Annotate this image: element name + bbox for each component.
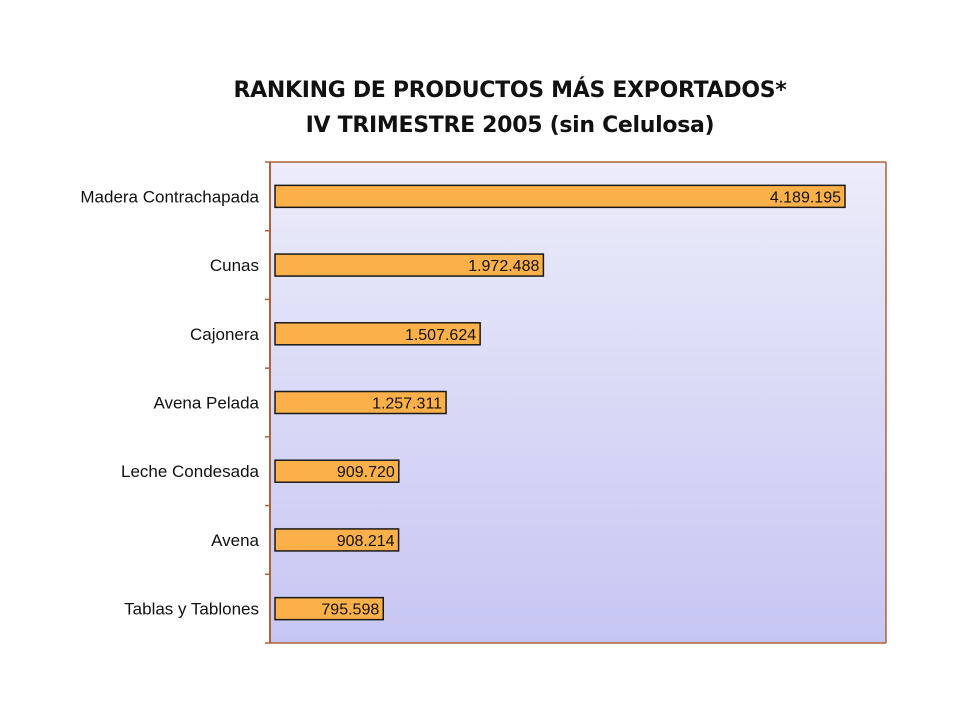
bar-value-label: 1.507.624 [405,327,476,344]
category-label: Tablas y Tablones [124,600,259,619]
category-label: Avena [211,531,259,550]
bar [274,596,385,621]
bar [274,459,400,483]
category-label: Madera Contrachapada [80,187,259,206]
bar-value-label: 4.189.195 [770,189,841,206]
bar [274,390,447,415]
bar-value-label: 1.972.488 [468,258,539,275]
bar [274,184,846,209]
category-label: Cunas [210,256,259,275]
chart-subtitle: IV TRIMESTRE 2005 (sin Celulosa) [305,113,715,138]
bar [274,528,400,552]
bar [274,253,545,277]
category-label: Cajonera [190,325,260,344]
bar-value-label: 909.720 [337,464,395,481]
category-label: Avena Pelada [153,394,259,413]
bar-value-label: 908.214 [337,533,395,550]
chart-title: RANKING DE PRODUCTOS MÁS EXPORTADOS* [233,78,787,103]
bar-value-label: 795.598 [321,602,379,619]
bar-value-label: 1.257.311 [372,396,442,413]
bar [274,322,481,346]
category-label: Leche Condesada [121,462,260,481]
